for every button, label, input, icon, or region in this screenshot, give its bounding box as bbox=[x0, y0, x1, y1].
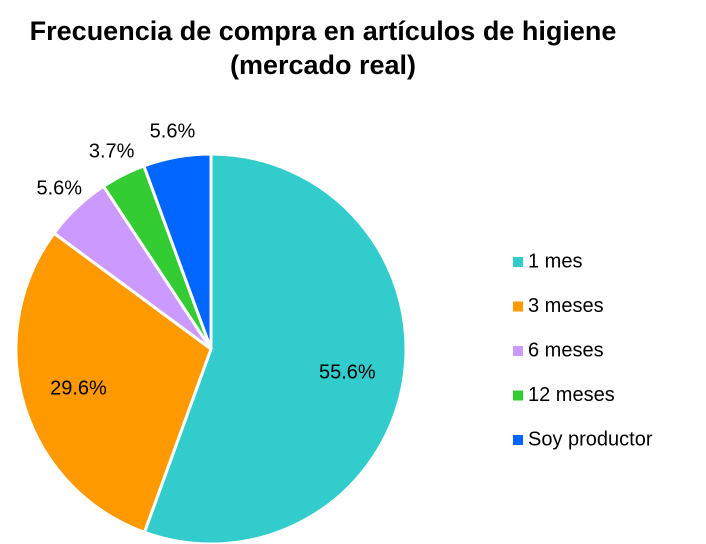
legend-swatch bbox=[513, 301, 523, 312]
data-label: 55.6% bbox=[319, 361, 376, 383]
legend-label: 1 mes bbox=[528, 250, 582, 272]
legend-label: Soy productor bbox=[528, 428, 653, 450]
pie-slice bbox=[141, 152, 213, 350]
legend-swatch bbox=[513, 390, 523, 401]
legend-label: 12 meses bbox=[528, 384, 615, 406]
data-label: 29.6% bbox=[50, 377, 107, 399]
legend-swatch bbox=[513, 346, 523, 356]
data-label: 3.7% bbox=[89, 141, 135, 163]
legend-label: 6 meses bbox=[528, 339, 604, 361]
pie-slice bbox=[142, 152, 408, 544]
legend-label: 3 meses bbox=[528, 295, 604, 317]
legend-swatch bbox=[513, 257, 523, 267]
pie-slice bbox=[14, 231, 213, 535]
chart-title: Frecuencia de compra en artículos de hig… bbox=[29, 16, 617, 80]
data-label: 5.6% bbox=[150, 120, 196, 142]
legend-swatch bbox=[513, 435, 523, 445]
data-label: 5.6% bbox=[36, 177, 82, 199]
